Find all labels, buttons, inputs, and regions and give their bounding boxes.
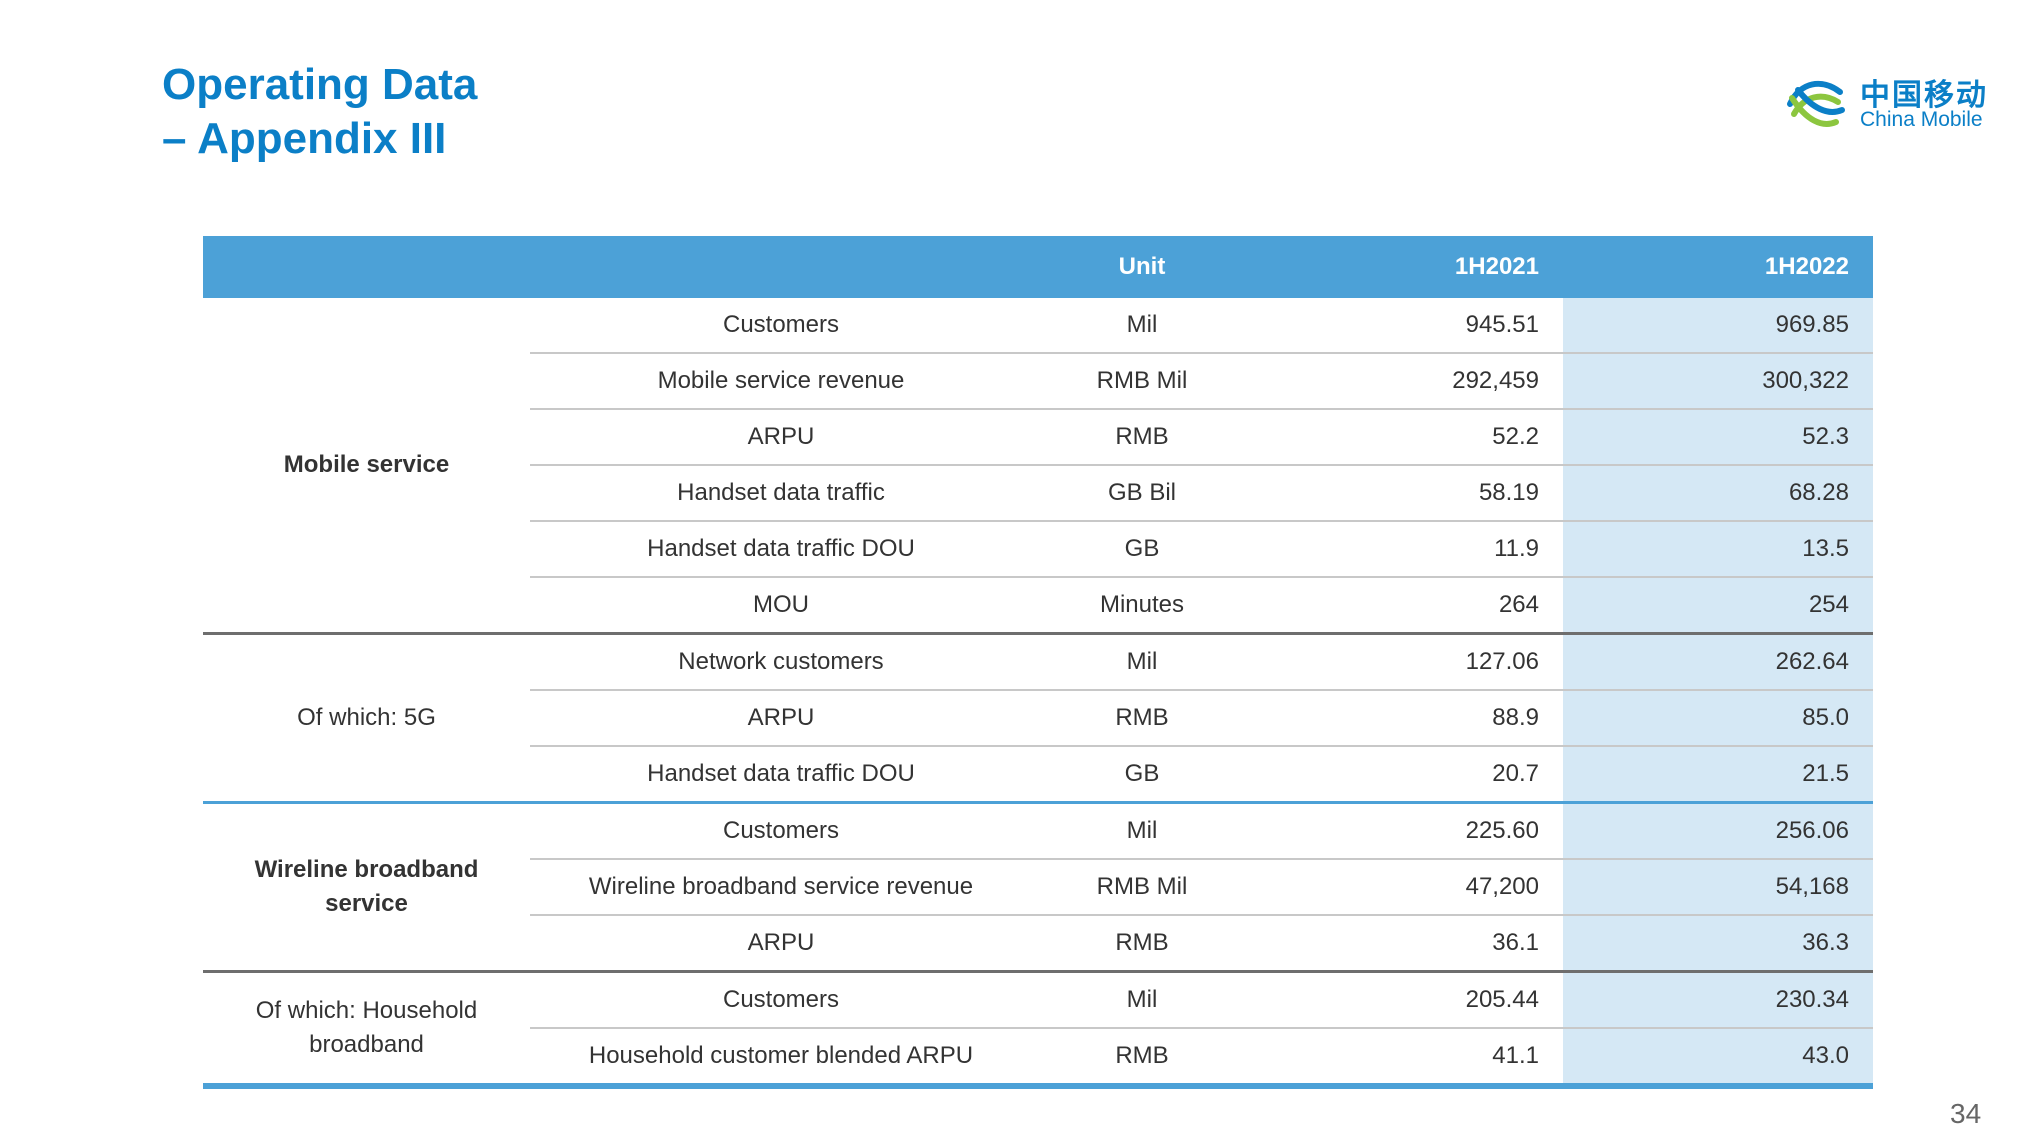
metric-cell: Handset data traffic DOU: [530, 746, 1032, 804]
header-unit: Unit: [1032, 236, 1252, 298]
header-group: [203, 236, 530, 298]
page-title-line-1: Operating Data: [162, 60, 478, 109]
logo-chinese-text: 中国移动: [1860, 79, 1988, 112]
header-1h2022: 1H2022: [1563, 236, 1873, 298]
value-1h2022-cell: 13.5: [1563, 521, 1873, 578]
metric-cell: Household customer blended ARPU: [530, 1028, 1032, 1089]
table-row: Wireline broadband service Customers Mil…: [203, 802, 1873, 973]
table-row: ARPU RMB 88.9 85.0: [203, 690, 1873, 747]
unit-cell: GB: [1032, 521, 1252, 578]
value-1h2021-cell: 47,200: [1252, 859, 1563, 916]
value-1h2022-cell: 262.64: [1563, 633, 1873, 691]
value-1h2021-cell: 41.1: [1252, 1028, 1563, 1089]
value-1h2021-cell: 945.51: [1252, 298, 1563, 354]
unit-cell: GB Bil: [1032, 465, 1252, 522]
unit-cell: RMB: [1032, 690, 1252, 747]
unit-cell: Mil: [1032, 633, 1252, 691]
metric-cell: ARPU: [530, 915, 1032, 973]
value-1h2022-cell: 43.0: [1563, 1028, 1873, 1089]
value-1h2021-cell: 264: [1252, 577, 1563, 635]
value-1h2021-cell: 205.44: [1252, 971, 1563, 1029]
unit-cell: RMB: [1032, 1028, 1252, 1089]
value-1h2021-cell: 225.60: [1252, 802, 1563, 860]
metric-cell: Handset data traffic: [530, 465, 1032, 522]
unit-cell: GB: [1032, 746, 1252, 804]
metric-cell: Mobile service revenue: [530, 353, 1032, 410]
metric-cell: Wireline broadband service revenue: [530, 859, 1032, 916]
metric-cell: MOU: [530, 577, 1032, 635]
header-1h2021: 1H2021: [1252, 236, 1563, 298]
value-1h2022-cell: 21.5: [1563, 746, 1873, 804]
section-label-household-broadband: Of which: Household broadband: [203, 971, 530, 1089]
value-1h2022-cell: 254: [1563, 577, 1873, 635]
china-mobile-logo: 中国移动 China Mobile: [1782, 68, 1992, 138]
metric-cell: Customers: [530, 298, 1032, 354]
value-1h2021-cell: 20.7: [1252, 746, 1563, 804]
value-1h2022-cell: 230.34: [1563, 971, 1873, 1029]
metric-cell: ARPU: [530, 409, 1032, 466]
unit-cell: Mil: [1032, 298, 1252, 354]
table-row: Handset data traffic DOU GB 11.9 13.5: [203, 521, 1873, 578]
table-header-row: Unit 1H2021 1H2022: [203, 236, 1873, 298]
unit-cell: RMB Mil: [1032, 859, 1252, 916]
table-row: ARPU RMB 52.2 52.3: [203, 409, 1873, 466]
operating-data-table: Unit 1H2021 1H2022 Mobile service Custom…: [203, 236, 1873, 1089]
metric-cell: Handset data traffic DOU: [530, 521, 1032, 578]
unit-cell: RMB: [1032, 915, 1252, 973]
value-1h2021-cell: 127.06: [1252, 633, 1563, 691]
table-row: Of which: Household broadband Customers …: [203, 971, 1873, 1089]
table-row: Mobile service revenue RMB Mil 292,459 3…: [203, 353, 1873, 410]
section-label-mobile-service: Mobile service: [203, 298, 530, 635]
value-1h2021-cell: 292,459: [1252, 353, 1563, 410]
table-row: MOU Minutes 264 254: [203, 577, 1873, 635]
unit-cell: RMB: [1032, 409, 1252, 466]
value-1h2021-cell: 58.19: [1252, 465, 1563, 522]
value-1h2022-cell: 54,168: [1563, 859, 1873, 916]
table-row: Handset data traffic DOU GB 20.7 21.5: [203, 746, 1873, 804]
unit-cell: Mil: [1032, 971, 1252, 1029]
logo-english-text: China Mobile: [1860, 108, 1983, 131]
value-1h2022-cell: 68.28: [1563, 465, 1873, 522]
value-1h2022-cell: 52.3: [1563, 409, 1873, 466]
value-1h2021-cell: 36.1: [1252, 915, 1563, 973]
value-1h2022-cell: 256.06: [1563, 802, 1873, 860]
operating-data-table-container: Unit 1H2021 1H2022 Mobile service Custom…: [203, 236, 1873, 1089]
value-1h2022-cell: 85.0: [1563, 690, 1873, 747]
unit-cell: Minutes: [1032, 577, 1252, 635]
value-1h2022-cell: 300,322: [1563, 353, 1873, 410]
section-label-5g: Of which: 5G: [203, 633, 530, 804]
value-1h2022-cell: 969.85: [1563, 298, 1873, 354]
section-label-wireline-broadband: Wireline broadband service: [203, 802, 530, 973]
header-metric: [530, 236, 1032, 298]
china-mobile-logo-icon: [1787, 81, 1845, 127]
page-number: 34: [1950, 1098, 1982, 1129]
table-row: Household customer blended ARPU RMB 41.1…: [203, 1028, 1873, 1089]
table-row: Wireline broadband service revenue RMB M…: [203, 859, 1873, 916]
value-1h2021-cell: 52.2: [1252, 409, 1563, 466]
unit-cell: RMB Mil: [1032, 353, 1252, 410]
table-row: Handset data traffic GB Bil 58.19 68.28: [203, 465, 1873, 522]
table-row: ARPU RMB 36.1 36.3: [203, 915, 1873, 973]
table-row: Mobile service Customers Mil 945.51 969.…: [203, 298, 1873, 635]
value-1h2021-cell: 11.9: [1252, 521, 1563, 578]
metric-cell: Customers: [530, 802, 1032, 860]
metric-cell: Network customers: [530, 633, 1032, 691]
page-title-line-2: – Appendix III: [162, 114, 447, 163]
value-1h2022-cell: 36.3: [1563, 915, 1873, 973]
metric-cell: Customers: [530, 971, 1032, 1029]
metric-cell: ARPU: [530, 690, 1032, 747]
value-1h2021-cell: 88.9: [1252, 690, 1563, 747]
unit-cell: Mil: [1032, 802, 1252, 860]
page-title: Operating Data – Appendix III: [162, 58, 477, 166]
table-row: Of which: 5G Network customers Mil 127.0…: [203, 633, 1873, 804]
